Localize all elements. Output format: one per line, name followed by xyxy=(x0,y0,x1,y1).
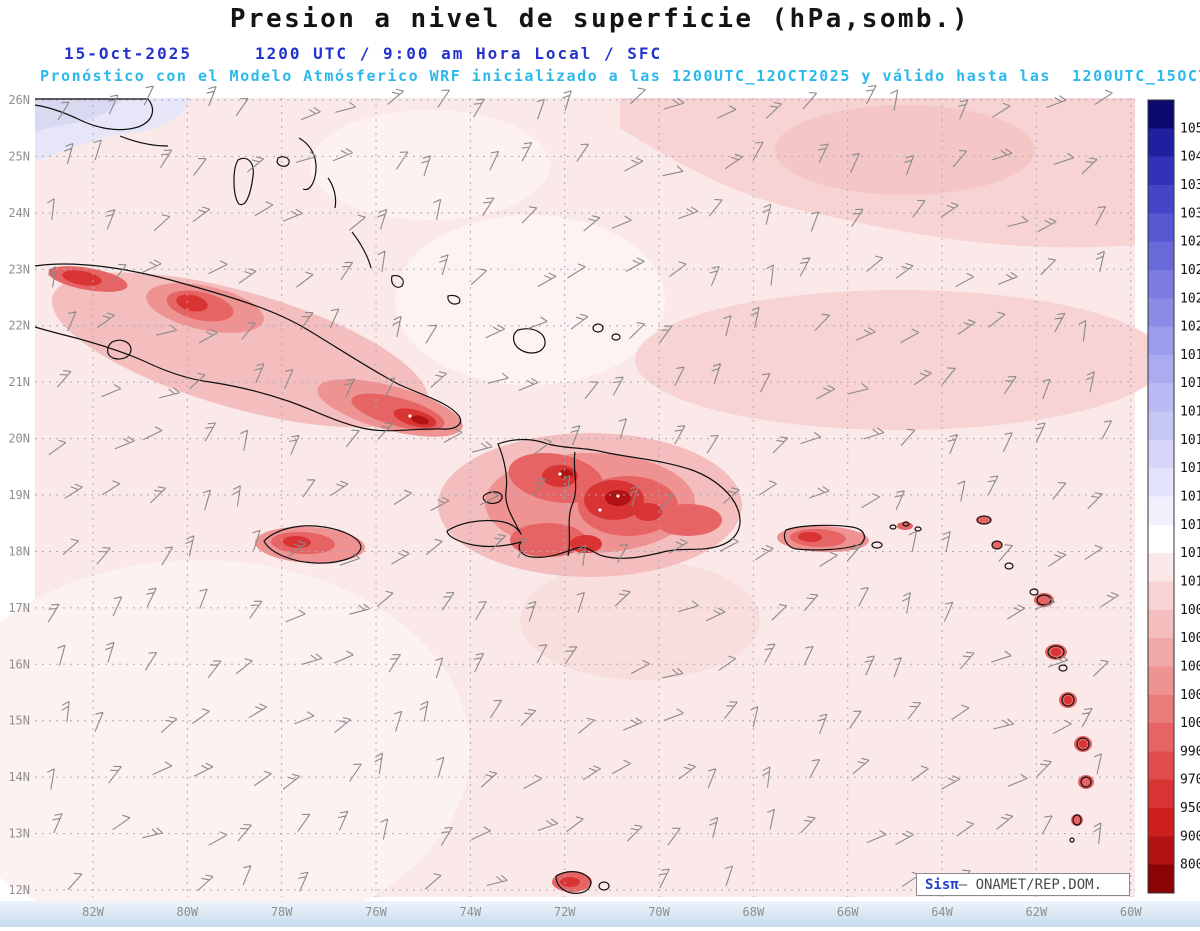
svg-text:900: 900 xyxy=(1180,829,1200,844)
svg-text:1012: 1012 xyxy=(1180,546,1200,561)
svg-text:1016: 1016 xyxy=(1180,433,1200,448)
forecast-time: 1200 UTC / 9:00 am Hora Local / SFC xyxy=(255,44,663,63)
svg-text:72W: 72W xyxy=(554,905,576,919)
svg-text:74W: 74W xyxy=(460,905,482,919)
svg-text:1018: 1018 xyxy=(1180,376,1200,391)
svg-text:22N: 22N xyxy=(8,319,30,333)
svg-text:1020: 1020 xyxy=(1180,320,1200,335)
forecast-date: 15-Oct-2025 xyxy=(64,44,192,63)
svg-text:62W: 62W xyxy=(1026,905,1048,919)
footer-strip xyxy=(0,901,1200,927)
model-run-info: Pronóstico con el Modelo Atmósferico WRF… xyxy=(40,67,1200,85)
lat-lon-grid xyxy=(35,98,1135,897)
svg-text:1008: 1008 xyxy=(1180,603,1200,618)
svg-text:13N: 13N xyxy=(8,827,30,841)
credit-brand: Sisπ xyxy=(925,877,959,893)
svg-text:1006: 1006 xyxy=(1180,631,1200,646)
svg-text:19N: 19N xyxy=(8,488,30,502)
pressure-shading xyxy=(0,98,1165,931)
svg-text:1000: 1000 xyxy=(1180,716,1200,731)
svg-text:60W: 60W xyxy=(1120,905,1142,919)
svg-text:21N: 21N xyxy=(8,375,30,389)
svg-text:1013: 1013 xyxy=(1180,518,1200,533)
svg-text:800: 800 xyxy=(1180,858,1200,873)
axis-labels: 26N 25N 24N 23N 22N 21N 20N 19N 18N 17N 16N 15N 14N 1… xyxy=(8,93,1142,919)
svg-text:990: 990 xyxy=(1180,744,1200,759)
svg-text:950: 950 xyxy=(1180,801,1200,816)
credit-badge: Sisπ– ONAMET/REP.DOM. xyxy=(916,873,1130,896)
svg-text:16N: 16N xyxy=(8,657,30,671)
svg-text:1035: 1035 xyxy=(1180,178,1200,193)
svg-text:82W: 82W xyxy=(82,905,104,919)
svg-text:1028: 1028 xyxy=(1180,235,1200,250)
colorbar: 1050 1040 1035 1030 1028 1025 1022 1020 1019 1018… xyxy=(1147,99,1200,894)
svg-text:1050: 1050 xyxy=(1180,121,1200,136)
coastlines xyxy=(34,98,1092,894)
svg-text:1040: 1040 xyxy=(1180,150,1200,165)
svg-text:76W: 76W xyxy=(365,905,387,919)
svg-text:23N: 23N xyxy=(8,262,30,276)
svg-text:1004: 1004 xyxy=(1180,659,1200,674)
svg-text:1019: 1019 xyxy=(1180,348,1200,363)
svg-text:1014: 1014 xyxy=(1180,490,1200,505)
svg-text:17N: 17N xyxy=(8,601,30,615)
page-title: Presion a nivel de superficie (hPa,somb.… xyxy=(229,4,971,34)
svg-text:25N: 25N xyxy=(8,149,30,163)
svg-text:1022: 1022 xyxy=(1180,291,1200,306)
svg-text:78W: 78W xyxy=(271,905,293,919)
wind-barbs xyxy=(46,84,1119,892)
svg-text:1015: 1015 xyxy=(1180,461,1200,476)
svg-text:12N: 12N xyxy=(8,883,30,897)
svg-text:18N: 18N xyxy=(8,544,30,558)
svg-text:1030: 1030 xyxy=(1180,206,1200,221)
svg-text:24N: 24N xyxy=(8,206,30,220)
svg-text:70W: 70W xyxy=(648,905,670,919)
svg-text:80W: 80W xyxy=(176,905,198,919)
svg-text:26N: 26N xyxy=(8,93,30,107)
svg-text:68W: 68W xyxy=(743,905,765,919)
svg-text:20N: 20N xyxy=(8,432,30,446)
svg-text:970: 970 xyxy=(1180,773,1200,788)
svg-text:1025: 1025 xyxy=(1180,263,1200,278)
svg-text:66W: 66W xyxy=(837,905,859,919)
svg-text:14N: 14N xyxy=(8,770,30,784)
svg-text:1002: 1002 xyxy=(1180,688,1200,703)
svg-text:15N: 15N xyxy=(8,714,30,728)
credit-text: – ONAMET/REP.DOM. xyxy=(958,877,1103,893)
svg-text:1017: 1017 xyxy=(1180,405,1200,420)
svg-text:1010: 1010 xyxy=(1180,574,1200,589)
svg-text:64W: 64W xyxy=(931,905,953,919)
